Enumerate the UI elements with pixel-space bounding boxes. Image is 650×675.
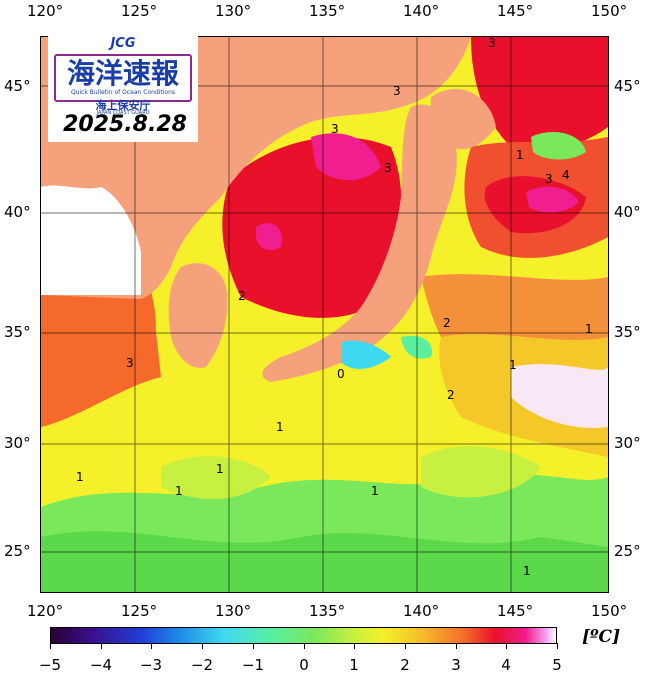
cold-anomaly-region — [341, 340, 391, 369]
hot-anomaly-region — [222, 137, 402, 318]
lon-label-top: 130° — [215, 2, 252, 20]
colorbar-tick-mark — [456, 643, 457, 649]
colorbar-tick-mark — [253, 643, 254, 649]
colorbar-tick-label: −5 — [38, 656, 62, 674]
lon-label-bottom: 125° — [121, 602, 158, 620]
lat-label-left: 40° — [4, 203, 31, 221]
lat-label-right: 35° — [614, 323, 641, 341]
colorbar-tick-mark — [557, 643, 558, 649]
contour-label: 3 — [384, 161, 392, 175]
strong-anomaly-region — [511, 364, 608, 428]
contour-label: 2 — [238, 289, 246, 303]
colorbar-tick-mark — [202, 643, 203, 649]
logo-org: 海上保安庁 — [95, 99, 151, 112]
lat-label-right: 25° — [614, 542, 641, 560]
contour-label: 1 — [175, 484, 183, 498]
hot-anomaly-region — [471, 37, 608, 151]
contour-label: 3 — [126, 356, 134, 370]
colorbar-tick-mark — [151, 643, 152, 649]
colorbar-tick-label: 2 — [400, 656, 410, 674]
contour-label: 0 — [337, 367, 345, 381]
lon-label-bottom: 130° — [215, 602, 252, 620]
logo-jcg-text: JCG — [110, 36, 136, 51]
logo-title: 海洋速報 — [54, 54, 192, 102]
lat-label-right: 40° — [614, 203, 641, 221]
bulletin-date: 2025.8.28 — [63, 112, 187, 137]
lon-label-top: 120° — [27, 2, 64, 20]
lat-label-left: 30° — [4, 434, 31, 452]
cool-anomaly-region — [41, 531, 608, 592]
land-japan — [262, 104, 457, 382]
colorbar-tick-mark — [506, 643, 507, 649]
logo-org-en: JAPAN COAST GUARD — [96, 110, 150, 116]
colorbar-tick-mark — [304, 643, 305, 649]
lon-label-bottom: 145° — [497, 602, 534, 620]
warm-anomaly-region — [421, 274, 608, 340]
colorbar-tick-mark — [405, 643, 406, 649]
contour-label: 1 — [523, 564, 531, 578]
contour-labels: 3 3 3 3 1 3 4 2 2 3 1 0 1 1 2 1 1 1 1 1 — [76, 37, 593, 578]
lon-label-top: 125° — [121, 2, 158, 20]
colorbar-tick-mark — [50, 643, 51, 649]
contour-label: 1 — [585, 322, 593, 336]
lat-label-left: 45° — [4, 77, 31, 95]
lon-label-bottom: 120° — [27, 602, 64, 620]
contour-label: 3 — [488, 37, 496, 50]
lat-label-right: 45° — [614, 77, 641, 95]
colorbar-tick-label: 4 — [501, 656, 511, 674]
extreme-anomaly-region — [311, 133, 381, 181]
jcg-logo: JCG 海洋速報 Quick Bulletin of Ocean Conditi… — [48, 36, 198, 142]
lon-label-top: 140° — [403, 2, 440, 20]
contour-label: 4 — [562, 168, 570, 182]
contour-label: 2 — [447, 388, 455, 402]
lon-label-top: 150° — [591, 2, 628, 20]
colorbar-tick-label: −4 — [89, 656, 113, 674]
contour-label: 1 — [216, 462, 224, 476]
warm-anomaly-region — [41, 292, 156, 387]
contour-label: 1 — [76, 470, 84, 484]
contour-label: 3 — [331, 122, 339, 136]
cool-anomaly-region — [531, 132, 586, 160]
colorbar-tick-label: 0 — [299, 656, 309, 674]
contour-label: 2 — [443, 316, 451, 330]
contour-label: 1 — [371, 484, 379, 498]
cold-anomaly-region — [401, 335, 432, 359]
lon-label-bottom: 135° — [309, 602, 346, 620]
colorbar-tick-label: 1 — [349, 656, 359, 674]
lat-label-left: 35° — [4, 323, 31, 341]
lon-label-bottom: 150° — [591, 602, 628, 620]
land-hokkaido — [430, 88, 496, 150]
lat-label-left: 25° — [4, 542, 31, 560]
extreme-anomaly-region — [255, 223, 282, 251]
colorbar-tick-mark — [354, 643, 355, 649]
contour-label: 1 — [516, 148, 524, 162]
colorbar — [50, 627, 557, 644]
mild-anomaly-region — [161, 456, 271, 499]
colorbar-unit: [ºC] — [582, 627, 621, 647]
lon-label-top: 145° — [497, 2, 534, 20]
lat-label-right: 30° — [614, 434, 641, 452]
extreme-anomaly-region — [526, 186, 579, 213]
colorbar-tick-label: −1 — [241, 656, 265, 674]
lon-label-bottom: 140° — [403, 602, 440, 620]
contour-label: 3 — [393, 84, 401, 98]
lon-label-top: 135° — [309, 2, 346, 20]
land-korea — [168, 263, 228, 368]
contour-label: 1 — [276, 420, 284, 434]
contour-label: 3 — [545, 172, 553, 186]
colorbar-tick-label: 5 — [552, 656, 562, 674]
colorbar-tick-label: −2 — [190, 656, 214, 674]
colorbar-tick-label: 3 — [451, 656, 461, 674]
colorbar-tick-label: −3 — [139, 656, 163, 674]
contour-label: 1 — [509, 358, 517, 372]
logo-subtitle: Quick Bulletin of Ocean Conditions — [70, 89, 176, 96]
colorbar-tick-mark — [101, 643, 102, 649]
